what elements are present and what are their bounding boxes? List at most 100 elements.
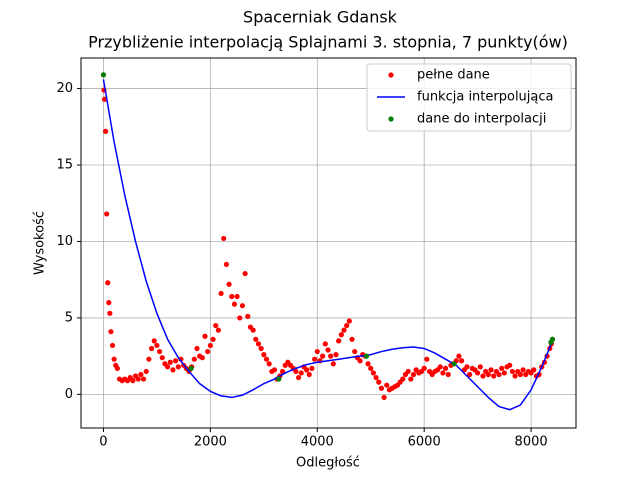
- data-point: [213, 322, 219, 329]
- data-point: [279, 368, 286, 375]
- data-point: [239, 303, 246, 309]
- data-point: [130, 378, 136, 384]
- data-point: [261, 352, 267, 358]
- axes-frame: [80, 57, 577, 429]
- data-point: [175, 364, 181, 370]
- data-point: [173, 358, 179, 364]
- data-point: [378, 385, 385, 391]
- data-point: [499, 365, 505, 371]
- x-tick-label: 2000: [194, 435, 227, 450]
- data-point: [341, 327, 347, 333]
- data-point: [303, 367, 310, 373]
- data-point: [333, 352, 339, 358]
- data-point: [223, 261, 229, 268]
- data-point: [507, 362, 513, 368]
- data-point: [464, 364, 470, 370]
- data-point: [210, 336, 216, 342]
- x-tick-label: 0: [99, 435, 107, 450]
- data-point: [349, 336, 355, 342]
- data-point: [255, 341, 262, 347]
- data-point: [231, 301, 238, 307]
- data-point: [480, 373, 486, 379]
- data-point: [109, 342, 116, 349]
- data-point: [338, 332, 344, 338]
- data-point: [140, 376, 147, 382]
- data-point: [215, 327, 221, 333]
- data-point: [485, 371, 491, 378]
- data-point: [271, 367, 278, 373]
- data-point: [245, 313, 251, 319]
- data-point: [488, 367, 494, 373]
- data-point: [135, 376, 141, 382]
- data-point: [100, 72, 107, 78]
- data-point: [451, 361, 457, 367]
- data-point: [194, 345, 200, 352]
- data-point: [459, 358, 465, 364]
- data-point: [496, 371, 502, 378]
- data-point: [104, 211, 110, 217]
- data-point: [357, 358, 363, 364]
- data-point: [105, 280, 111, 286]
- data-point: [330, 361, 336, 367]
- legend-swatch: [388, 72, 394, 78]
- data-point: [509, 368, 515, 375]
- data-point: [437, 364, 443, 370]
- data-point: [266, 361, 272, 367]
- data-point: [477, 364, 483, 370]
- data-point: [314, 348, 320, 355]
- data-point: [237, 315, 243, 321]
- y-tick-label: 10: [56, 234, 73, 249]
- data-point: [363, 353, 370, 359]
- data-point: [384, 382, 390, 388]
- data-point: [229, 293, 235, 300]
- legend-label: dane do interpolacji: [417, 112, 546, 127]
- data-point: [405, 368, 411, 375]
- y-axis-label: Wysokość: [33, 211, 48, 275]
- data-point: [138, 371, 144, 378]
- data-point: [467, 371, 473, 378]
- data-point: [101, 96, 108, 102]
- data-point: [151, 338, 157, 344]
- data-point: [234, 293, 240, 300]
- data-point: [549, 336, 556, 342]
- data-point: [202, 333, 208, 339]
- chart-subtitle: Przybliżenie interpolacją Splajnami 3. s…: [88, 33, 568, 52]
- data-point: [226, 281, 232, 287]
- data-point: [440, 370, 446, 376]
- data-point: [218, 290, 224, 297]
- data-point: [445, 371, 451, 378]
- x-tick-label: 6000: [408, 435, 441, 450]
- data-point: [102, 128, 109, 134]
- data-point: [293, 368, 299, 375]
- data-point: [167, 359, 173, 365]
- y-tick-label: 0: [65, 387, 73, 402]
- y-tick-label: 5: [65, 310, 73, 325]
- data-point: [106, 300, 112, 306]
- data-point: [276, 376, 282, 382]
- data-point: [531, 367, 537, 373]
- x-tick-label: 4000: [301, 435, 334, 450]
- data-point: [336, 338, 342, 344]
- data-point: [381, 394, 387, 401]
- data-point: [475, 370, 481, 376]
- y-tick-label: 20: [56, 81, 73, 96]
- data-point: [312, 356, 318, 362]
- x-tick-label: 8000: [515, 435, 548, 450]
- legend-label: pełne dane: [417, 68, 490, 83]
- plot-area: [100, 72, 556, 411]
- data-point: [501, 370, 507, 376]
- data-point: [346, 318, 352, 324]
- legend-label: funkcja interpolująca: [417, 90, 553, 105]
- data-point: [400, 376, 406, 382]
- data-point: [221, 235, 227, 242]
- data-point: [258, 345, 264, 352]
- chart-title: Spacerniak Gdansk: [243, 8, 398, 27]
- data-point: [421, 365, 427, 371]
- data-point: [143, 368, 149, 375]
- data-point: [517, 371, 524, 378]
- data-point: [114, 365, 120, 371]
- data-point: [368, 365, 374, 371]
- data-point: [298, 370, 304, 376]
- data-point: [148, 345, 155, 352]
